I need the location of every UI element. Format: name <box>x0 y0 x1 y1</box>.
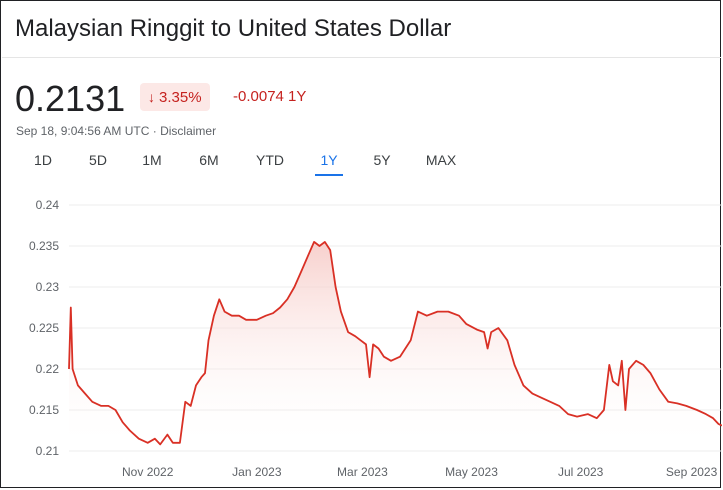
tab-6m[interactable]: 6M <box>199 152 219 168</box>
arrow-down-icon: ↓ <box>148 89 155 105</box>
x-tick-label: Sep 2023 <box>666 465 718 479</box>
y-tick-label: 0.235 <box>29 239 59 253</box>
change-absolute: -0.0074 1Y <box>233 88 306 105</box>
quote-timestamp-row: Sep 18, 9:04:56 AM UTC · Disclaimer <box>16 124 216 138</box>
y-tick-label: 0.225 <box>29 321 59 335</box>
tab-1y[interactable]: 1Y <box>320 152 338 168</box>
x-tick-label: May 2023 <box>445 465 498 479</box>
y-tick-label: 0.23 <box>36 280 60 294</box>
separator-dot: · <box>152 124 157 138</box>
x-tick-label: Jan 2023 <box>232 465 282 479</box>
series-line <box>68 241 722 446</box>
tab-5d[interactable]: 5D <box>89 152 107 168</box>
disclaimer-link[interactable]: Disclaimer <box>160 124 217 138</box>
tab-ytd[interactable]: YTD <box>256 152 284 168</box>
x-tick-label: Nov 2022 <box>122 465 174 479</box>
series-area <box>69 241 722 451</box>
y-tick-label: 0.21 <box>36 444 60 458</box>
active-tab-indicator <box>315 174 343 176</box>
quote-timestamp: Sep 18, 9:04:56 AM UTC <box>16 124 150 138</box>
tab-1m[interactable]: 1M <box>142 152 162 168</box>
y-tick-label: 0.22 <box>36 362 60 376</box>
current-price: 0.2131 <box>15 78 126 119</box>
title-divider <box>2 57 721 58</box>
tab-1d[interactable]: 1D <box>34 152 52 168</box>
x-tick-label: Jul 2023 <box>558 465 604 479</box>
tab-5y[interactable]: 5Y <box>373 152 391 168</box>
tab-max[interactable]: MAX <box>425 152 457 168</box>
change-percent-badge: ↓ 3.35% <box>140 83 210 111</box>
y-tick-label: 0.215 <box>29 403 59 417</box>
change-abs-value: -0.0074 <box>233 88 284 105</box>
x-tick-label: Mar 2023 <box>337 465 388 479</box>
change-percent: 3.35% <box>159 88 202 106</box>
page-title: Malaysian Ringgit to United States Dolla… <box>15 15 452 42</box>
y-tick-label: 0.24 <box>36 198 60 212</box>
change-period: 1Y <box>288 88 307 105</box>
